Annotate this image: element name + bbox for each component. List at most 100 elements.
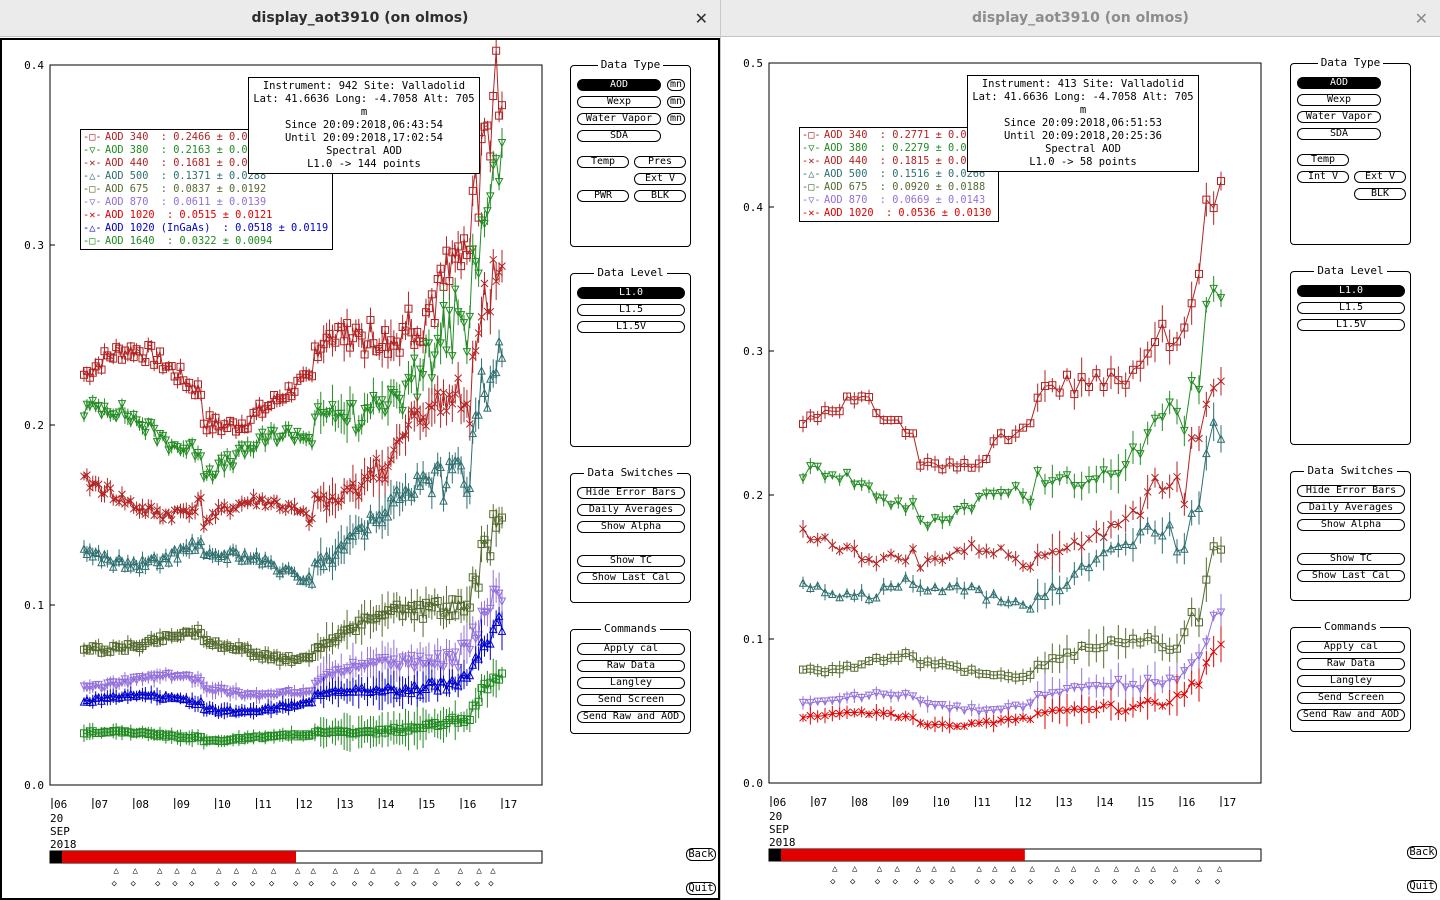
data-point [366,466,375,474]
series-group [79,329,507,590]
wexp-button[interactable]: Wexp [1297,94,1381,106]
langley-button[interactable]: Langley [577,677,685,689]
send-screen-button[interactable]: Send Screen [577,694,685,706]
int-v-button[interactable]: Int V [1297,171,1349,183]
data-point [1041,661,1049,670]
data-point [442,407,451,415]
hide-error-bars-button[interactable]: Hide Error Bars [1297,485,1405,497]
data-point [196,677,206,686]
show-last-cal-button[interactable]: Show Last Cal [577,572,685,584]
apply-cal-button[interactable]: Apply cal [577,643,685,655]
water-vapor-button[interactable]: Water Vapor [577,113,661,125]
data-point [293,732,302,741]
sda-button[interactable]: SDA [577,130,661,142]
show-alpha-button[interactable]: Show Alpha [577,521,685,533]
data-point [85,402,95,411]
data-point [392,660,402,670]
cross-marker-icon: -✕- [83,209,102,221]
temp-button[interactable]: Temp [577,156,629,168]
data-point [351,626,360,635]
data-point [923,700,932,709]
data-point [1217,640,1225,649]
water-vapor-button[interactable]: Water Vapor [1297,111,1381,123]
data-point [342,418,352,427]
close-icon[interactable]: ✕ [694,9,708,28]
data-point [439,663,448,672]
langley-button[interactable]: Langley [1297,675,1405,687]
data-point [398,728,407,737]
blk-button[interactable]: BLK [1354,188,1406,200]
show-last-cal-button[interactable]: Show Last Cal [1297,570,1405,582]
send-screen-button[interactable]: Send Screen [1297,692,1405,704]
raw-data-button[interactable]: Raw Data [577,660,685,672]
data-point [1165,674,1174,684]
show-tc-button[interactable]: Show TC [577,555,685,567]
data-point [879,581,888,591]
level-l1-0-button[interactable]: L1.0 [1297,285,1405,297]
window-titlebar[interactable]: display_aot3910 (on olmos) ✕ [721,0,1440,37]
data-point [424,339,434,348]
level-l1-5v-button[interactable]: L1.5V [577,321,685,333]
data-point [497,139,507,148]
quit-button[interactable]: Quit [686,882,716,895]
show-alpha-button[interactable]: Show Alpha [1297,519,1405,531]
send-raw-and-aod-button[interactable]: Send Raw and AOD [577,711,685,723]
measurement-marker: ◇ [1112,877,1118,887]
level-l1-5-button[interactable]: L1.5 [1297,302,1405,314]
water-vapor-mn-button[interactable]: mn [667,113,685,125]
ext-v-button[interactable]: Ext V [634,173,686,185]
daily-averages-button[interactable]: Daily Averages [577,504,685,516]
window-client: 0.0 0.1 0.2 0.3 0.4 06 07 08 09 10 11 12 13 14 15 16 17 2… [0,38,720,900]
data-point [497,597,507,607]
data-point [1070,705,1079,713]
pres-button[interactable]: Pres [634,156,686,168]
data-point [445,306,454,316]
ext-v-button[interactable]: Ext V [1354,171,1406,183]
raw-data-button[interactable]: Raw Data [1297,658,1405,670]
quit-button[interactable]: Quit [1407,880,1437,893]
pwr-button[interactable]: PWR [577,190,629,202]
data-point [447,659,457,669]
daily-averages-button[interactable]: Daily Averages [1297,502,1405,514]
close-icon[interactable]: ✕ [1414,9,1428,28]
data-point [226,416,235,425]
wexp-mn-button[interactable]: mn [667,96,685,108]
wexp-button[interactable]: Wexp [577,96,661,108]
sda-button[interactable]: SDA [1297,128,1381,140]
back-button[interactable]: Back [686,848,716,861]
data-point [953,722,961,731]
aod-button[interactable]: AOD [577,79,661,91]
data-point [260,439,270,448]
data-point [1018,703,1028,713]
data-point [152,557,162,567]
back-button[interactable]: Back [1407,846,1437,859]
blk-button[interactable]: BLK [634,190,686,202]
data-point [132,416,141,425]
x-tick-label: 06 [773,796,786,809]
aod-button[interactable]: AOD [1297,77,1381,89]
level-l1-5v-button[interactable]: L1.5V [1297,319,1405,331]
data-point [456,311,466,320]
send-raw-and-aod-button[interactable]: Send Raw and AOD [1297,709,1405,721]
data-point [328,686,337,696]
data-point [164,632,173,641]
level-l1-5-button[interactable]: L1.5 [577,304,685,316]
data-point [1048,477,1057,486]
data-point [1055,706,1064,714]
data-point [126,562,136,572]
data-point [477,540,486,549]
hide-error-bars-button[interactable]: Hide Error Bars [577,487,685,499]
data-point [468,428,478,438]
apply-cal-button[interactable]: Apply cal [1297,641,1405,653]
data-point [886,501,896,510]
window-titlebar[interactable]: display_aot3910 (on olmos) ✕ [0,0,720,37]
level-l1-0-button[interactable]: L1.0 [577,287,685,299]
show-tc-button[interactable]: Show TC [1297,553,1405,565]
aod-mn-button[interactable]: mn [667,79,685,91]
data-point [1033,691,1042,700]
temp-button[interactable]: Temp [1297,154,1349,166]
data-point [1033,591,1042,600]
data-point [389,497,399,507]
data-point [120,563,130,572]
data-point [1180,544,1189,553]
